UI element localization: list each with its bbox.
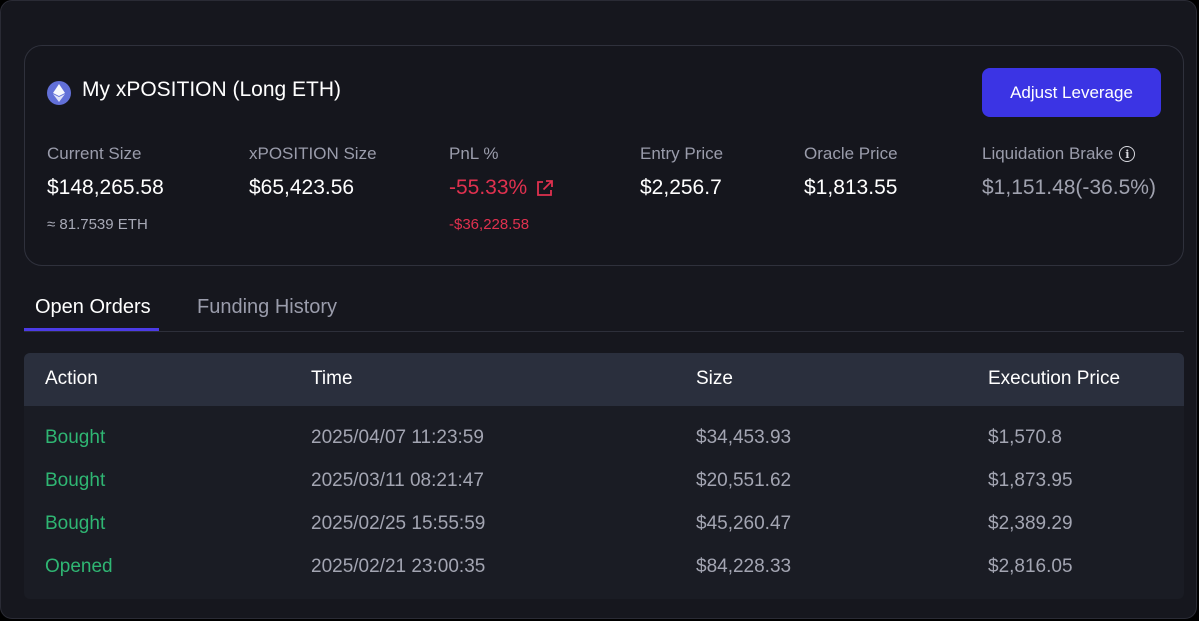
order-size: $34,453.93 bbox=[696, 427, 792, 448]
pnl-label: PnL % bbox=[449, 144, 499, 163]
order-time: 2025/02/25 15:55:59 bbox=[311, 513, 486, 534]
order-time: 2025/04/07 11:23:59 bbox=[311, 427, 484, 448]
tab-bar: Open Orders Funding History bbox=[24, 291, 1184, 332]
liquidation-brake-label: Liquidation Brake bbox=[982, 144, 1114, 163]
stat-oracle-price: Oracle Price $1,813.55 bbox=[804, 144, 898, 200]
order-size: $20,551.62 bbox=[696, 470, 792, 491]
info-icon[interactable]: i bbox=[1119, 146, 1136, 162]
oracle-price-label: Oracle Price bbox=[804, 144, 898, 163]
order-execution-price: $1,873.95 bbox=[988, 470, 1073, 491]
ethereum-icon bbox=[47, 81, 71, 105]
table-header: Action Time Size Execution Price bbox=[24, 353, 1184, 406]
liquidation-brake-label-row: Liquidation Brake i bbox=[982, 144, 1156, 164]
table-row: Opened 2025/02/21 23:00:35 $84,228.33 $2… bbox=[24, 556, 1184, 599]
order-time: 2025/03/11 08:21:47 bbox=[311, 470, 484, 491]
order-size: $84,228.33 bbox=[696, 556, 792, 577]
stat-entry-price: Entry Price $2,256.7 bbox=[640, 144, 723, 200]
position-card: My xPOSITION (Long ETH) Adjust Leverage … bbox=[24, 45, 1184, 266]
liquidation-brake-value: $1,151.48(-36.5%) bbox=[982, 176, 1156, 199]
current-size-label: Current Size bbox=[47, 144, 142, 163]
external-link-icon[interactable] bbox=[535, 179, 554, 198]
order-execution-price: $1,570.8 bbox=[988, 427, 1062, 448]
current-size-eth: ≈ 81.7539 ETH bbox=[47, 216, 148, 233]
tab-open-orders[interactable]: Open Orders bbox=[35, 296, 151, 318]
column-header-size: Size bbox=[696, 368, 733, 389]
order-action: Opened bbox=[45, 556, 113, 577]
table-row: Bought 2025/03/11 08:21:47 $20,551.62 $1… bbox=[24, 470, 1184, 513]
stat-pnl: PnL % -55.33% -$36,228.58 bbox=[449, 144, 554, 233]
orders-table: Action Time Size Execution Price Bought … bbox=[24, 353, 1184, 599]
pnl-percent: -55.33% bbox=[449, 176, 528, 199]
position-title: My xPOSITION (Long ETH) bbox=[82, 78, 342, 101]
order-execution-price: $2,389.29 bbox=[988, 513, 1073, 534]
current-size-value: $148,265.58 bbox=[47, 176, 164, 199]
column-header-time: Time bbox=[311, 368, 353, 389]
entry-price-value: $2,256.7 bbox=[640, 176, 722, 199]
stat-xposition-size: xPOSITION Size $65,423.56 bbox=[249, 144, 377, 200]
column-header-execution-price: Execution Price bbox=[988, 368, 1121, 389]
pnl-amount: -$36,228.58 bbox=[449, 216, 530, 233]
order-size: $45,260.47 bbox=[696, 513, 792, 534]
xposition-size-label: xPOSITION Size bbox=[249, 144, 377, 163]
adjust-leverage-button[interactable]: Adjust Leverage bbox=[982, 68, 1161, 117]
stat-liquidation-brake: Liquidation Brake i $1,151.48(-36.5%) bbox=[982, 144, 1156, 200]
pnl-value-row: -55.33% bbox=[449, 176, 554, 200]
order-time: 2025/02/21 23:00:35 bbox=[311, 556, 486, 577]
order-action: Bought bbox=[45, 427, 106, 448]
order-action: Bought bbox=[45, 513, 106, 534]
column-header-action: Action bbox=[45, 368, 98, 389]
active-tab-indicator bbox=[24, 328, 159, 331]
tab-funding-history[interactable]: Funding History bbox=[197, 296, 338, 318]
xposition-size-value: $65,423.56 bbox=[249, 176, 355, 199]
order-execution-price: $2,816.05 bbox=[988, 556, 1073, 577]
entry-price-label: Entry Price bbox=[640, 144, 724, 163]
order-action: Bought bbox=[45, 470, 106, 491]
table-row: Bought 2025/04/07 11:23:59 $34,453.93 $1… bbox=[24, 427, 1184, 470]
table-row: Bought 2025/02/25 15:55:59 $45,260.47 $2… bbox=[24, 513, 1184, 556]
stat-current-size: Current Size $148,265.58 ≈ 81.7539 ETH bbox=[47, 144, 164, 233]
oracle-price-value: $1,813.55 bbox=[804, 176, 898, 199]
